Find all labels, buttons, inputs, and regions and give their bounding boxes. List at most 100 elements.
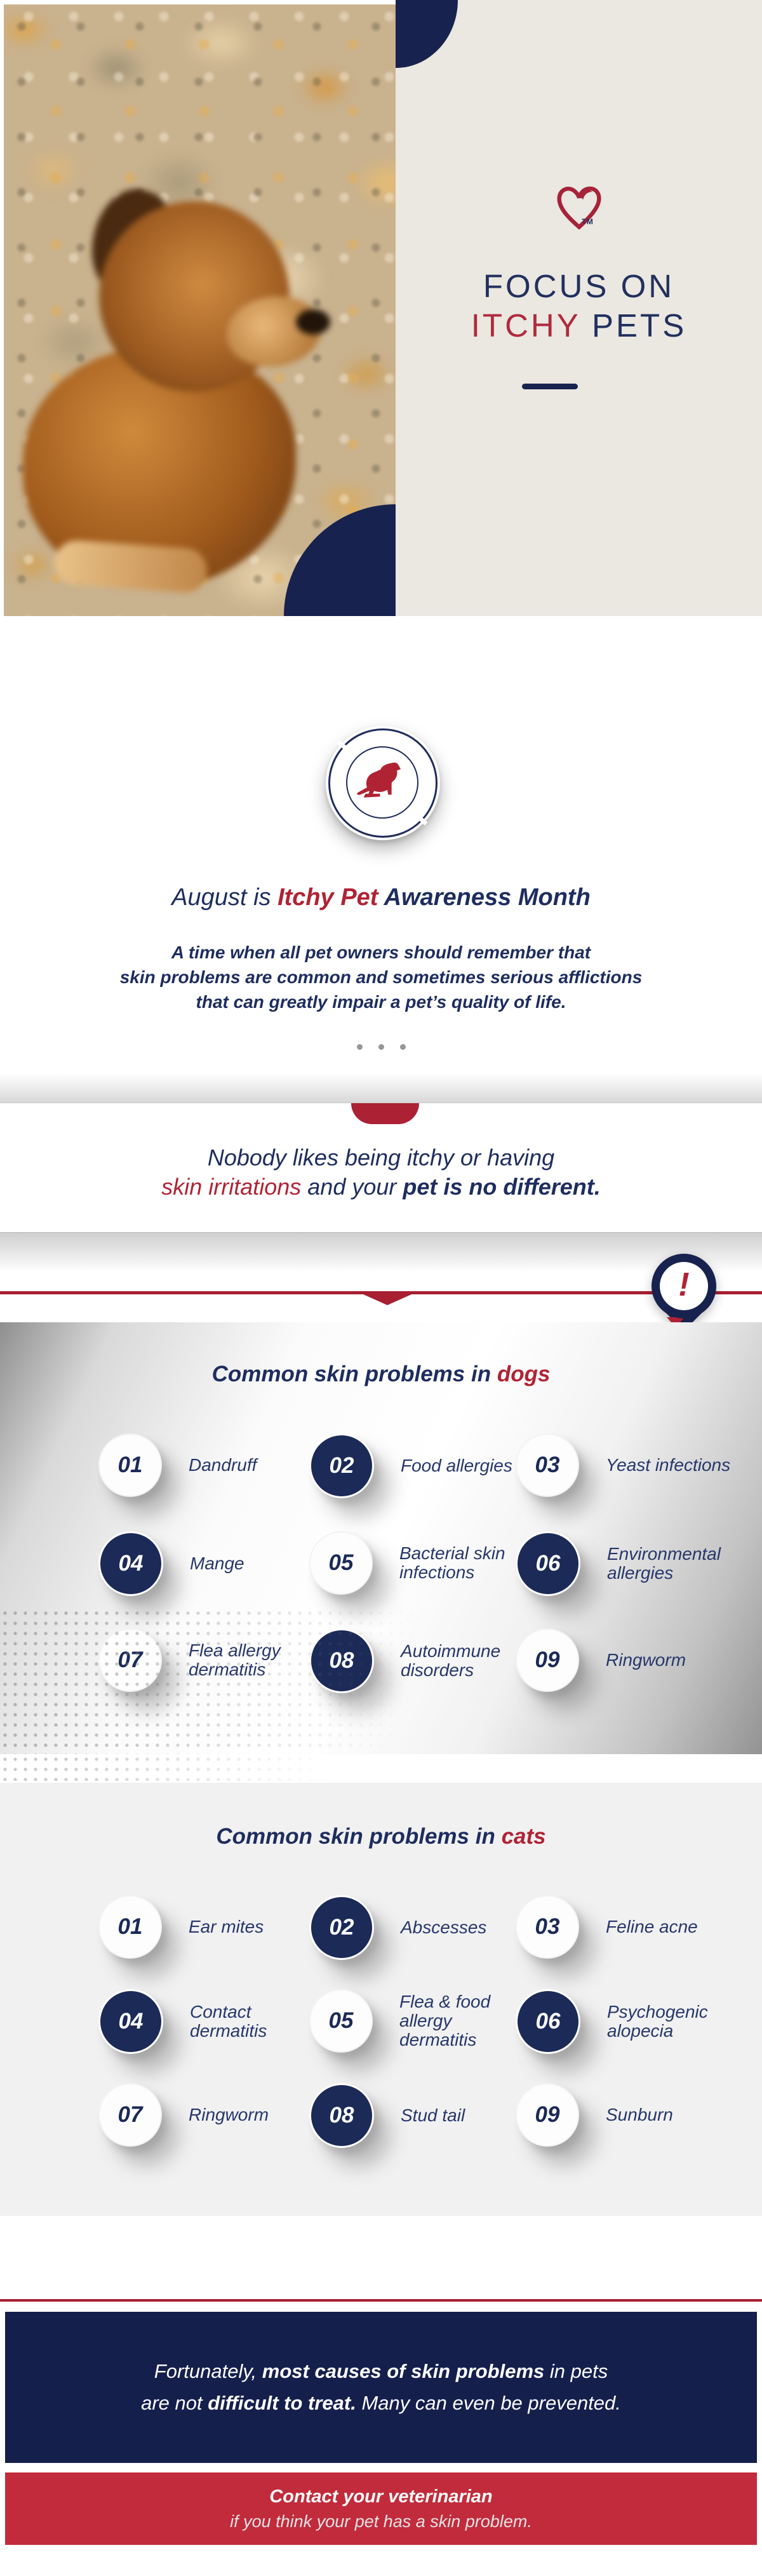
item-number: 05 (309, 1989, 373, 2053)
dog-photo (4, 4, 396, 616)
tagline: Nobody likes being itchy or having skin … (0, 1143, 762, 1202)
item-label: Yeast infections (606, 1455, 731, 1475)
header-title-line1: FOCUS ON (483, 268, 675, 304)
conclusion-line1: Fortunately, most causes of skin problem… (154, 2360, 608, 2383)
list-item-dog-2: 02 Food allergies (309, 1433, 512, 1498)
list-item-cat-1: 01 Ear mites (98, 1895, 264, 1959)
item-number: 02 (309, 1895, 374, 1960)
list-item-dog-4: 04 Mange (98, 1531, 244, 1596)
conclusion-panel: Fortunately, most causes of skin problem… (5, 2312, 757, 2463)
list-item-dog-3: 03 Yeast infections (516, 1433, 730, 1497)
item-label: Mange (190, 1553, 244, 1573)
awareness-heading-prefix: August is (171, 884, 278, 911)
dogs-section: Common skin problems in dogs 01 Dandruff… (0, 1322, 762, 1754)
item-number: 09 (516, 1628, 579, 1692)
alert-pin: ! (652, 1254, 716, 1332)
item-number: 01 (98, 1895, 162, 1959)
badge-inner-ring (346, 746, 418, 819)
dog-nose (296, 309, 330, 335)
red-divider-notch (363, 1294, 411, 1305)
item-number: 09 (516, 2083, 579, 2147)
trademark-label: TM (582, 217, 594, 226)
list-item-dog-9: 09 Ringworm (516, 1628, 686, 1692)
dog-badge (326, 726, 440, 840)
cats-title-text: Common skin problems in (216, 1824, 502, 1849)
item-label: Ringworm (606, 1650, 686, 1670)
list-item-cat-9: 09 Sunburn (516, 2083, 673, 2147)
item-number: 06 (516, 1989, 580, 2054)
awareness-paragraph-line1: A time when all pet owners should rememb… (171, 943, 591, 962)
tagline-skin-irritations: skin irritations (161, 1174, 302, 1200)
list-item-cat-6: 06 Psychogenic alopecia (516, 1989, 708, 2054)
conclusion-line2: are not difficult to treat. Many can eve… (141, 2392, 621, 2415)
awareness-heading-suffix: Awareness Month (384, 884, 591, 911)
item-number: 03 (516, 1433, 579, 1497)
awareness-paragraph-line2: skin problems are common and sometimes s… (119, 967, 643, 987)
awareness-paragraph: A time when all pet owners should rememb… (0, 940, 762, 1014)
dogs-title-highlight: dogs (497, 1362, 551, 1386)
list-item-dog-5: 05 Bacterial skin infections (309, 1531, 505, 1595)
conclusion-line2-pre: are not (141, 2392, 208, 2414)
tagline-mid: and your (301, 1174, 403, 1200)
red-tab-decoration (351, 1103, 419, 1124)
cats-section-title: Common skin problems in cats (0, 1824, 762, 1849)
item-number: 01 (98, 1433, 162, 1497)
dogs-title-text: Common skin problems in (211, 1362, 497, 1386)
item-label: Food allergies (401, 1456, 512, 1475)
exclamation-icon: ! (678, 1266, 690, 1303)
item-label: Contact dermatitis (190, 2002, 267, 2041)
halftone-pattern (0, 1608, 495, 1754)
cats-title-highlight: cats (501, 1824, 546, 1849)
cats-section: Common skin problems in cats 01 Ear mite… (0, 1783, 762, 2216)
list-item-cat-8: 08 Stud tail (309, 2083, 465, 2148)
item-label: Psychogenic alopecia (607, 2002, 708, 2041)
item-label: Environmental allergies (607, 1544, 721, 1583)
awareness-heading-highlight: Itchy Pet (277, 884, 384, 911)
header-title-itchy: ITCHY (471, 307, 580, 344)
list-item-cat-2: 02 Abscesses (309, 1895, 486, 1960)
header-beige-panel (396, 0, 762, 616)
halftone-pattern-below (0, 1754, 406, 1781)
pin-inner-circle: ! (660, 1262, 708, 1310)
list-item-cat-3: 03 Feline acne (516, 1895, 698, 1959)
list-item-dog-6: 06 Environmental allergies (516, 1531, 721, 1596)
list-item-cat-5: 05 Flea & food allergy dermatitis (309, 1989, 490, 2053)
photo-dog-figure (17, 179, 372, 608)
sitting-dog-icon (356, 759, 410, 807)
header-title-line2: ITCHY PETS (396, 306, 762, 345)
item-label: Abscesses (401, 1917, 487, 1937)
tagline-bold: pet is no different. (403, 1174, 601, 1200)
item-label: Dandruff (189, 1455, 257, 1475)
item-label: Ringworm (189, 2105, 269, 2124)
separator-dot (399, 1044, 406, 1050)
badge-outer-ring (328, 728, 438, 838)
item-label: Ear mites (189, 1917, 264, 1936)
red-divider-line (0, 1291, 762, 1294)
conclusion-line1-bold: most causes of skin problems (262, 2360, 545, 2382)
contact-line2: if you think your pet has a skin problem… (230, 2511, 532, 2531)
conclusion-line1-pre: Fortunately, (154, 2360, 262, 2382)
heart-logo-icon (551, 183, 607, 232)
conclusion-line2-post: Many can even be prevented. (356, 2392, 621, 2414)
section-shadow-band (0, 1232, 762, 1272)
awareness-card (0, 616, 762, 1103)
card-shadow-edge (0, 1073, 762, 1103)
item-number: 05 (309, 1531, 373, 1595)
tagline-line1: Nobody likes being itchy or having (207, 1144, 555, 1171)
item-number: 06 (516, 1531, 580, 1596)
item-label: Stud tail (401, 2105, 465, 2125)
awareness-heading: August is Itchy Pet Awareness Month (0, 884, 762, 911)
conclusion-line2-bold: difficult to treat. (208, 2392, 356, 2414)
awareness-paragraph-line3: that can greatly impair a pet’s quality … (196, 992, 566, 1012)
dogs-section-title: Common skin problems in dogs (0, 1362, 762, 1387)
conclusion-line1-post: in pets (544, 2360, 608, 2382)
footer-red-line (0, 2299, 762, 2302)
header-title: FOCUS ON ITCHY PETS (396, 267, 762, 345)
tagline-line2: skin irritations and your pet is no diff… (0, 1172, 762, 1202)
separator-dot (356, 1044, 363, 1050)
list-item-cat-4: 04 Contact dermatitis (98, 1989, 267, 2054)
item-number: 02 (309, 1433, 374, 1498)
item-label: Sunburn (606, 2105, 673, 2124)
item-number: 08 (309, 2083, 374, 2148)
